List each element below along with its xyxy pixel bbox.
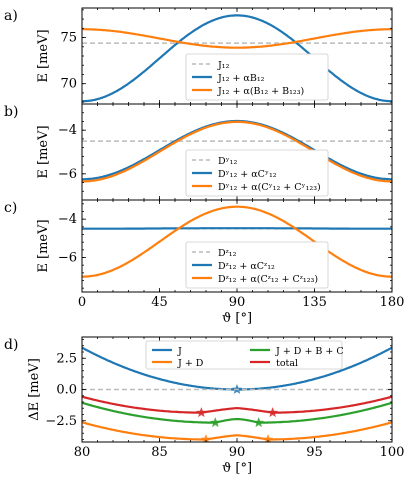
panel-d: d)ΔE [meV]80 85 90 95 100−2.50.02.5ϑ [°]JJ +… (4, 336, 405, 476)
y-tick-label: 2.5 (56, 351, 77, 366)
x-tick-label: 90 (229, 295, 246, 310)
legend: J₁₂ J₁₂ + αB₁₂ J₁₂ + α(B₁₂ + B₁₂₃) (185, 53, 329, 101)
series-2-line (82, 401, 392, 424)
panel-label: d) (4, 337, 18, 353)
y-tick-label: 0.0 (56, 383, 77, 398)
y-axis-label: E [meV] (36, 219, 51, 272)
legend-label-0: Dᶻ₁₂ (218, 248, 237, 259)
panel-label: c) (4, 200, 17, 216)
legend-label-0: Dʸ₁₂ (218, 156, 237, 167)
x-axis-label: ϑ [°] (222, 461, 252, 476)
x-tick-label: 95 (306, 445, 323, 460)
legend-label-1: Dʸ₁₂ + αCʸ₁₂ (218, 169, 277, 180)
legend-label-1: J₁₂ + αB₁₂ (217, 73, 265, 84)
series-3-line (82, 395, 392, 414)
x-tick-label: 135 (302, 295, 327, 310)
y-tick-label: −4 (58, 212, 77, 227)
y-tick-label: 75 (60, 31, 77, 46)
plot-area (82, 14, 392, 103)
minimum-marker (210, 417, 221, 428)
x-tick-label: 100 (380, 445, 405, 460)
y-axis-label: ΔE [meV] (27, 358, 42, 421)
x-tick-label: 0 (78, 295, 86, 310)
minimum-marker (196, 407, 207, 418)
legend-label-2: J₁₂ + α(B₁₂ + B₁₂₃) (217, 86, 304, 97)
legend-box (185, 53, 329, 101)
legend: Dʸ₁₂ Dʸ₁₂ + αCʸ₁₂ Dʸ₁₂ + α(Cʸ₁₂ + Cʸ₁₂₃) (185, 149, 329, 197)
legend-label-0: J (177, 346, 182, 357)
legend-label-2: Dʸ₁₂ + α(Cʸ₁₂ + Cʸ₁₂₃) (218, 182, 321, 193)
legend-label-2: Dᶻ₁₂ + α(Cᶻ₁₂ + Cᶻ₁₂₃) (218, 274, 318, 285)
plot-area (82, 119, 392, 183)
legend-box (145, 340, 343, 370)
legend-box (185, 241, 329, 289)
y-axis-label: E [meV] (36, 29, 51, 82)
panel-b: b) E [meV] −6 −4 Dʸ₁₂ Dʸ₁₂ + αCʸ₁₂ Dʸ₁₂ + α(Cʸ… (4, 103, 393, 201)
y-tick-label: −2.5 (45, 414, 77, 429)
x-axis-label: ϑ [°] (222, 311, 252, 326)
legend-label-3: total (276, 358, 298, 369)
y-axis-label: E [meV] (36, 125, 51, 178)
x-tick-label: 45 (151, 295, 168, 310)
panel-label: b) (4, 104, 18, 120)
legend: Dᶻ₁₂ Dᶻ₁₂ + αCᶻ₁₂ Dᶻ₁₂ + α(Cᶻ₁₂ + Cᶻ₁₂₃) (185, 241, 329, 289)
series-2-line (82, 120, 392, 183)
legend-label-1: J + D (177, 358, 204, 369)
series-1-line (82, 421, 392, 441)
minimum-marker (253, 417, 264, 428)
y-tick-label: −6 (58, 167, 77, 182)
y-tick-label: −6 (58, 251, 77, 266)
x-tick-label: 80 (74, 445, 91, 460)
series-1-line (82, 227, 392, 230)
plot-area (82, 205, 392, 278)
series-1-line (82, 14, 392, 103)
x-tick-label: 85 (151, 445, 168, 460)
panel-a: a) E [meV] 70 75 J₁₂ J₁₂ + αB₁₂ J₁₂ + α(B₁₂ + … (4, 7, 393, 105)
y-tick-label: −4 (58, 123, 77, 138)
legend-label-0: J₁₂ (217, 60, 230, 71)
legend-label-1: Dᶻ₁₂ + αCᶻ₁₂ (218, 261, 275, 272)
legend-label-2: J + D + B + C (275, 346, 344, 357)
legend-box (185, 149, 329, 197)
minimum-marker (267, 407, 278, 418)
x-tick-label: 90 (229, 445, 246, 460)
series-2-line (82, 28, 392, 49)
x-tick-label: 180 (380, 295, 405, 310)
panel-c: c) E [meV] 0 45 90 135 180 −6 −4 ϑ [°] Dᶻ₁₂ Dᶻ₁₂ + … (4, 199, 405, 326)
panel-label: a) (4, 8, 18, 24)
series-2-line (82, 205, 392, 278)
minimum-marker (262, 434, 274, 442)
minimum-marker (200, 434, 212, 442)
plot-area (82, 346, 392, 442)
y-tick-label: 70 (60, 77, 77, 92)
